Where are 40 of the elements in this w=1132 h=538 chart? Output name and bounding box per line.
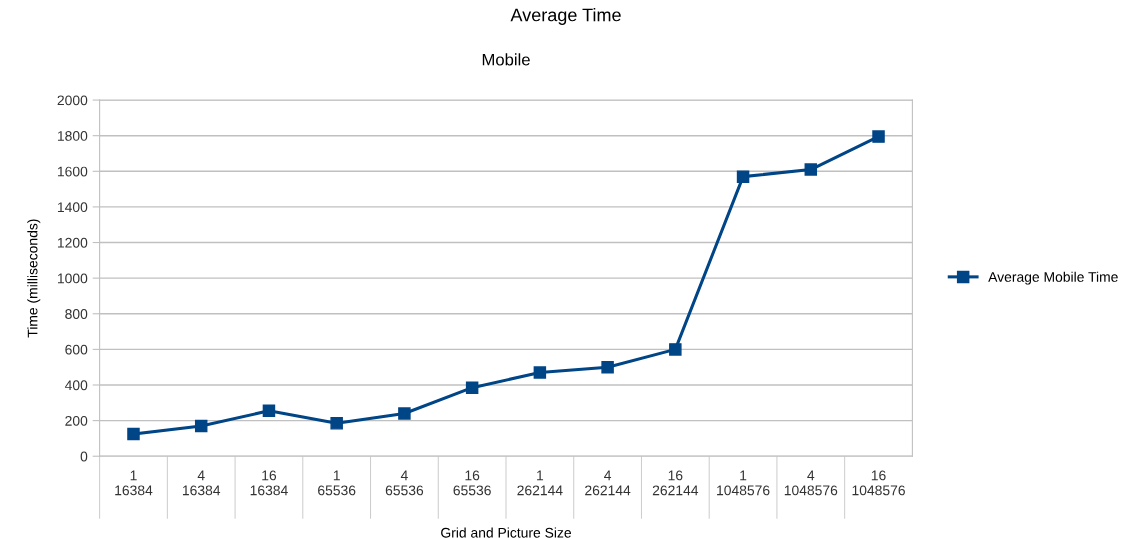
y-tick-label: 1800: [57, 131, 88, 141]
y-tick-label: 2000: [57, 95, 88, 106]
point: [194, 419, 208, 433]
point: [601, 360, 614, 374]
point: [127, 427, 140, 441]
point: [872, 130, 885, 143]
x-tick-label: 4 16384: [182, 470, 221, 496]
point: [398, 407, 411, 420]
x-tick-label: 16 1048576: [852, 470, 905, 496]
x-axis-title: Grid and Picture Size: [441, 527, 572, 538]
x-tick-label: 4 262144: [585, 470, 631, 496]
legend-label: Average Mobile Time: [988, 271, 1118, 285]
y-tick-label: 600: [65, 344, 88, 355]
point: [533, 366, 547, 379]
y-tick-label: 400: [64, 380, 88, 391]
point: [262, 404, 276, 418]
x-tick-label: 1 65536: [318, 470, 356, 496]
x-tick-label: 1 262144: [517, 470, 563, 496]
y-tick-label: 1600: [57, 166, 88, 177]
x-tick-label: 1 16384: [115, 470, 153, 496]
point: [804, 163, 818, 176]
y-tick-label: 200: [65, 415, 88, 426]
x-tick-label: 16 65536: [453, 470, 491, 496]
y-tick-label: 0: [80, 451, 88, 462]
y-tick-label: 1400: [57, 202, 88, 213]
x-tick-label: 1 1048576: [717, 470, 770, 496]
point: [330, 417, 343, 430]
y-tick-label: 1000: [57, 273, 88, 284]
x-tick-label: 4 1048576: [784, 470, 838, 496]
point: [736, 170, 750, 183]
chart-title: Average Time: [510, 8, 621, 25]
y-tick-label: 800: [65, 309, 88, 319]
point: [669, 343, 682, 356]
x-tick-label: 16 262144: [652, 470, 699, 496]
x-tick-label: 16 16384: [250, 470, 288, 496]
chart-subtitle: Mobile: [482, 53, 530, 66]
point: [465, 381, 479, 394]
y-tick-label: 1200: [57, 237, 88, 248]
y-axis-title: Time (milliseconds): [27, 219, 41, 338]
x-tick-label: 4 65536: [385, 470, 424, 496]
